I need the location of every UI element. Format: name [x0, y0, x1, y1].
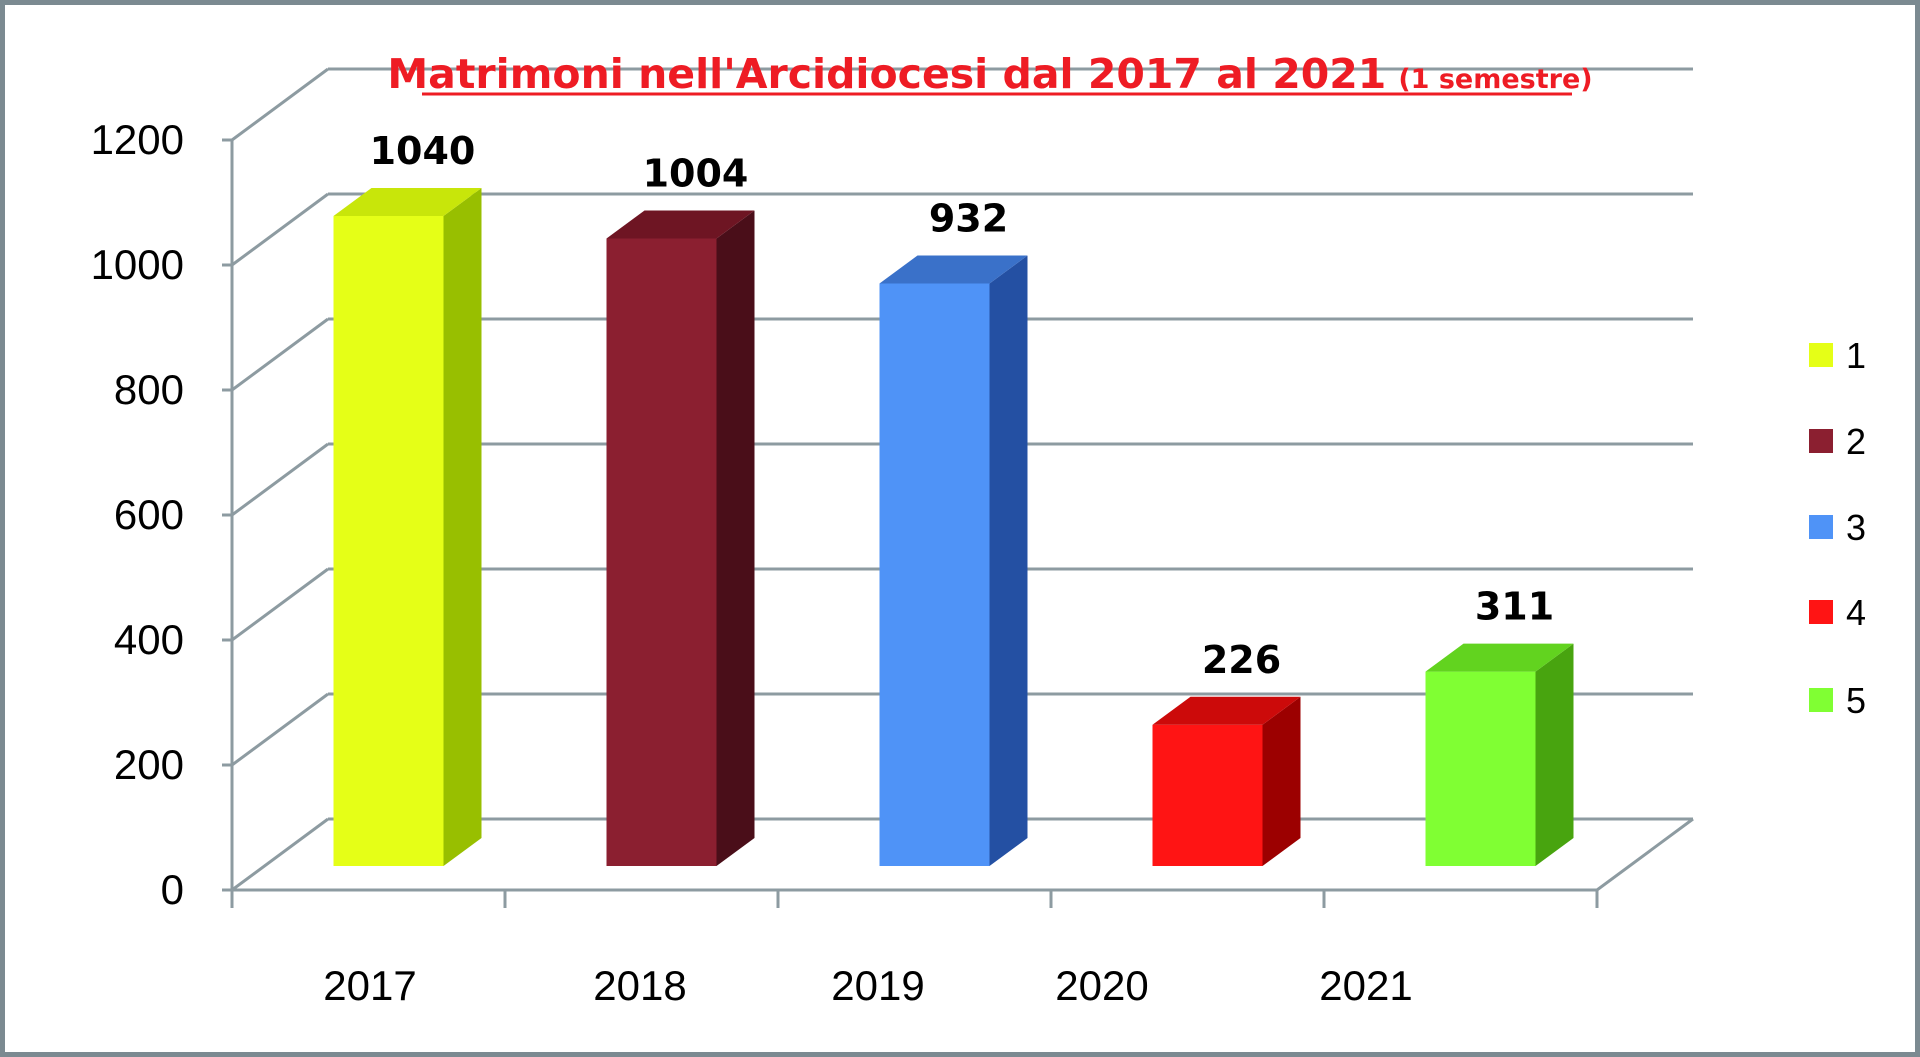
x-tick-label: 2017: [323, 962, 416, 1009]
x-tick-label: 2021: [1319, 962, 1412, 1009]
x-tick-label: 2020: [1055, 962, 1148, 1009]
floor-right-edge: [1596, 817, 1694, 892]
bar-front: [333, 216, 444, 866]
y-tick-label: 800: [114, 366, 184, 413]
bar-2021: [1425, 643, 1574, 866]
bar-side: [716, 210, 755, 866]
bar-top: [606, 210, 755, 239]
x-tick-label: 2019: [831, 962, 924, 1009]
y-tick-label: 200: [114, 741, 184, 788]
legend-swatch: [1809, 515, 1833, 539]
legend-label: 5: [1846, 680, 1866, 721]
x-tick-label: 2018: [593, 962, 686, 1009]
bar-2018: [606, 210, 755, 866]
legend-entry: 2: [1809, 421, 1866, 462]
bar-side: [1535, 643, 1574, 866]
bar-side: [1262, 696, 1301, 866]
y-tick-label: 600: [114, 491, 184, 538]
bar-front: [879, 283, 990, 866]
bar-top: [879, 255, 1028, 284]
chart-title-group: Matrimoni nell'Arcidiocesi dal 2017 al 2…: [387, 50, 1592, 98]
legend-swatch: [1809, 429, 1833, 453]
chart-title: Matrimoni nell'Arcidiocesi dal 2017 al 2…: [387, 50, 1592, 98]
y-tick-label: 1000: [91, 241, 184, 288]
bar-side: [989, 255, 1028, 866]
legend-swatch: [1809, 600, 1833, 624]
data-label: 1004: [643, 152, 749, 196]
legend-entry: 4: [1809, 592, 1866, 633]
bar-side: [443, 188, 482, 866]
chart-title-main: Matrimoni nell'Arcidiocesi dal 2017 al 2…: [387, 50, 1386, 98]
grid-line-diagonal: [231, 567, 329, 642]
legend-label: 3: [1846, 507, 1866, 548]
bar-top: [333, 188, 482, 216]
data-labels: 1040 1004 932 226 311: [370, 129, 1555, 682]
legend-entry: 3: [1809, 507, 1866, 548]
y-tick-label: 0: [161, 866, 184, 913]
legend-label: 2: [1846, 421, 1866, 462]
grid-line-diagonal: [231, 442, 329, 517]
data-label: 226: [1202, 638, 1281, 682]
legend-swatch: [1809, 688, 1833, 712]
y-axis-ticks: 0 200 400 600 800 1000 1200: [91, 116, 232, 913]
grid-line-diagonal: [231, 317, 329, 392]
legend-swatch: [1809, 343, 1833, 367]
bar-top: [1425, 643, 1574, 672]
legend-label: 1: [1846, 335, 1866, 376]
data-label: 1040: [370, 129, 476, 173]
y-tick-label: 400: [114, 616, 184, 663]
y-tick-label: 1200: [91, 116, 184, 163]
grid-line-diagonal: [231, 692, 329, 767]
bar-2019: [879, 255, 1028, 866]
data-label: 932: [929, 197, 1008, 241]
bar-front: [1425, 671, 1536, 866]
data-label: 311: [1475, 585, 1554, 629]
bar-2020: [1152, 696, 1301, 866]
bar-front: [1152, 724, 1263, 866]
chart-title-subtitle: (1 semestre): [1398, 64, 1592, 95]
legend: 1 2 3 4 5: [1809, 335, 1866, 721]
grid-line-diagonal: [231, 192, 329, 267]
legend-entry: 1: [1809, 335, 1866, 376]
bar-2017: [333, 188, 482, 866]
grid-line-diagonal: [231, 817, 329, 892]
grid-line-diagonal: [231, 67, 329, 142]
bars: [333, 188, 1574, 866]
x-axis: 2017 2018 2019 2020 2021: [230, 890, 1599, 1009]
legend-label: 4: [1846, 592, 1866, 633]
bar-top: [1152, 696, 1301, 725]
legend-entry: 5: [1809, 680, 1866, 721]
bar-front: [606, 238, 717, 866]
